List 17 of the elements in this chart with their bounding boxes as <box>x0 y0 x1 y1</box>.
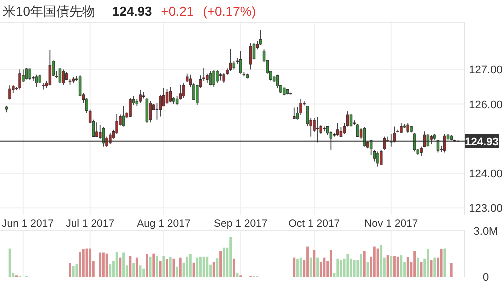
y-tick-label: 123.00 <box>469 203 503 216</box>
x-tick-label: Aug 1 2017 <box>137 218 191 230</box>
text: (+0.17%) <box>203 4 256 19</box>
x-tick-label: Jun 1 2017 <box>2 218 54 230</box>
y-tick-label: 0 <box>482 272 490 284</box>
y-tick-label: 3.0M <box>474 226 498 238</box>
y-tick-label: 126.00 <box>469 99 503 112</box>
x-tick-label: Jul 1 2017 <box>66 218 115 230</box>
ref-line-label: 124.93 <box>465 136 499 148</box>
x-tick-label: Oct 1 2017 <box>288 218 340 230</box>
text: 124.93 <box>112 4 152 19</box>
y-tick-label: 127.00 <box>469 64 503 77</box>
chart-title: 米10年国債先物 <box>3 4 96 19</box>
x-tick-label: Nov 1 2017 <box>364 218 418 230</box>
text: +0.21 <box>161 4 194 19</box>
x-tick-label: Sep 1 2017 <box>214 218 268 230</box>
y-tick-label: 124.00 <box>469 168 503 180</box>
